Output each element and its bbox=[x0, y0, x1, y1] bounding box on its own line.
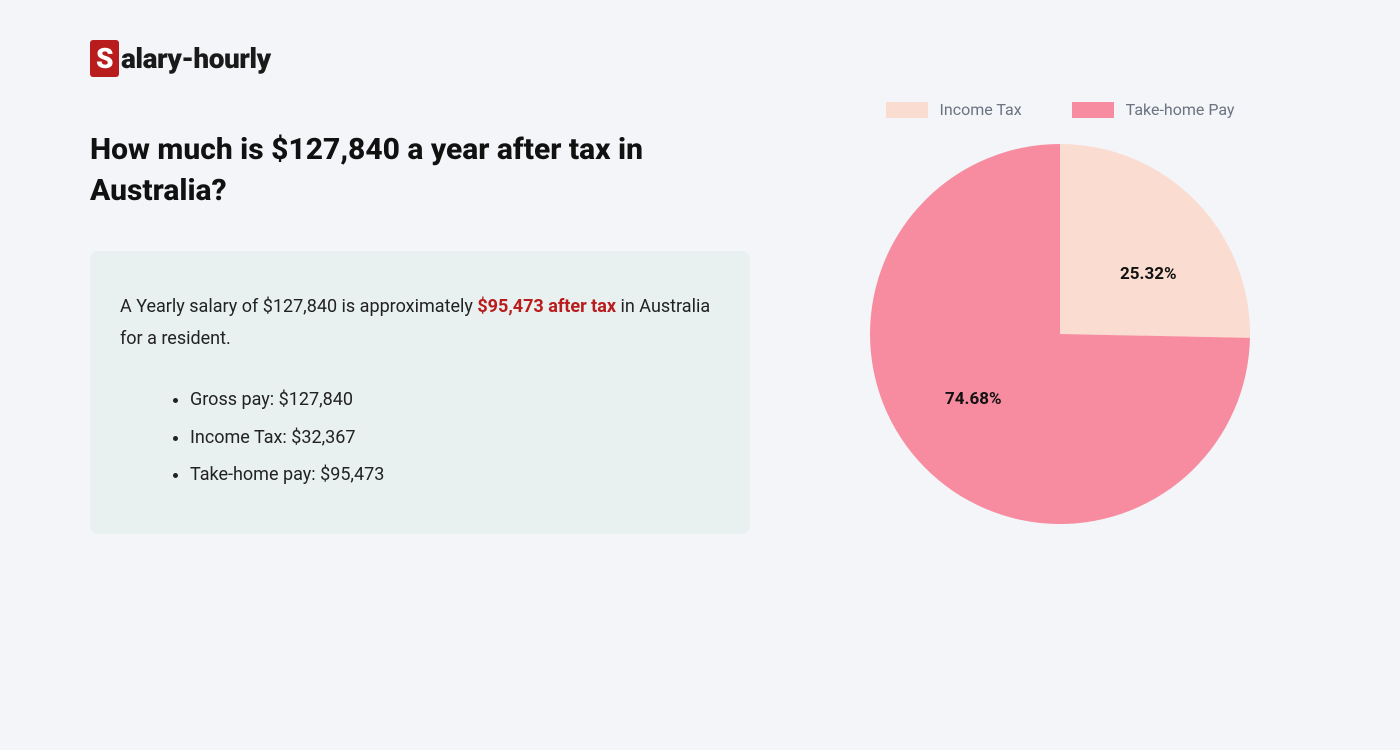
summary-highlight: $95,473 after tax bbox=[477, 296, 616, 317]
chart-legend: Income Tax Take-home Pay bbox=[840, 100, 1280, 119]
summary-box: A Yearly salary of $127,840 is approxima… bbox=[90, 251, 750, 534]
summary-prefix: A Yearly salary of $127,840 is approxima… bbox=[120, 296, 477, 317]
content-panel: How much is $127,840 a year after tax in… bbox=[90, 130, 750, 534]
legend-swatch bbox=[886, 102, 928, 118]
site-logo: Salary-hourly bbox=[90, 40, 271, 77]
legend-label: Take-home Pay bbox=[1126, 100, 1235, 119]
pie-chart: 25.32% 74.68% bbox=[870, 144, 1250, 524]
legend-item: Income Tax bbox=[886, 100, 1022, 119]
summary-text: A Yearly salary of $127,840 is approxima… bbox=[120, 291, 720, 356]
logo-rest: alary-hourly bbox=[121, 42, 271, 75]
list-item: Take-home pay: $95,473 bbox=[190, 456, 720, 494]
pie-chart-panel: Income Tax Take-home Pay 25.32% 74.68% bbox=[840, 100, 1280, 524]
slice-label: 74.68% bbox=[945, 389, 1002, 409]
legend-item: Take-home Pay bbox=[1072, 100, 1235, 119]
pie-svg bbox=[870, 144, 1250, 524]
legend-label: Income Tax bbox=[940, 100, 1022, 119]
slice-label: 25.32% bbox=[1120, 264, 1177, 284]
list-item: Income Tax: $32,367 bbox=[190, 419, 720, 457]
list-item: Gross pay: $127,840 bbox=[190, 381, 720, 419]
legend-swatch bbox=[1072, 102, 1114, 118]
page-heading: How much is $127,840 a year after tax in… bbox=[90, 130, 750, 211]
logo-letter-s: S bbox=[90, 40, 119, 77]
breakdown-list: Gross pay: $127,840 Income Tax: $32,367 … bbox=[120, 381, 720, 494]
